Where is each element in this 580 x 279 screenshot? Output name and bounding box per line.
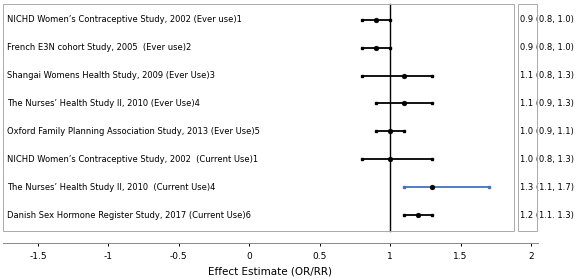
Text: 1.3 (1.1, 1.7): 1.3 (1.1, 1.7) [520,183,574,192]
Bar [519,4,536,231]
Text: 1.0 (0.8, 1.3): 1.0 (0.8, 1.3) [520,155,574,164]
Text: NICHD Women’s Contraceptive Study, 2002 (Ever use)1: NICHD Women’s Contraceptive Study, 2002 … [7,15,242,24]
Text: French E3N cohort Study, 2005  (Ever use)2: French E3N cohort Study, 2005 (Ever use)… [7,43,191,52]
Text: 0.9 (0.8, 1.0): 0.9 (0.8, 1.0) [520,43,574,52]
Text: 1.1 (0.9, 1.3): 1.1 (0.9, 1.3) [520,99,574,108]
Text: 1.2 (1.1. 1.3): 1.2 (1.1. 1.3) [520,211,574,220]
Text: The Nurses’ Health Study II, 2010 (Ever Use)4: The Nurses’ Health Study II, 2010 (Ever … [7,99,200,108]
Text: 1.0 (0.9, 1.1): 1.0 (0.9, 1.1) [520,127,574,136]
Text: The Nurses’ Health Study II, 2010  (Current Use)4: The Nurses’ Health Study II, 2010 (Curre… [7,183,215,192]
Text: 0.9 (0.8, 1.0): 0.9 (0.8, 1.0) [520,15,574,24]
Text: NICHD Women’s Contraceptive Study, 2002  (Current Use)1: NICHD Women’s Contraceptive Study, 2002 … [7,155,258,164]
Text: 1.1 (0.8, 1.3): 1.1 (0.8, 1.3) [520,71,574,80]
X-axis label: Effect Estimate (OR/RR): Effect Estimate (OR/RR) [208,266,332,276]
Text: Danish Sex Hormone Register Study, 2017 (Current Use)6: Danish Sex Hormone Register Study, 2017 … [7,211,251,220]
Text: Shangai Womens Health Study, 2009 (Ever Use)3: Shangai Womens Health Study, 2009 (Ever … [7,71,215,80]
Text: Oxford Family Planning Association Study, 2013 (Ever Use)5: Oxford Family Planning Association Study… [7,127,260,136]
